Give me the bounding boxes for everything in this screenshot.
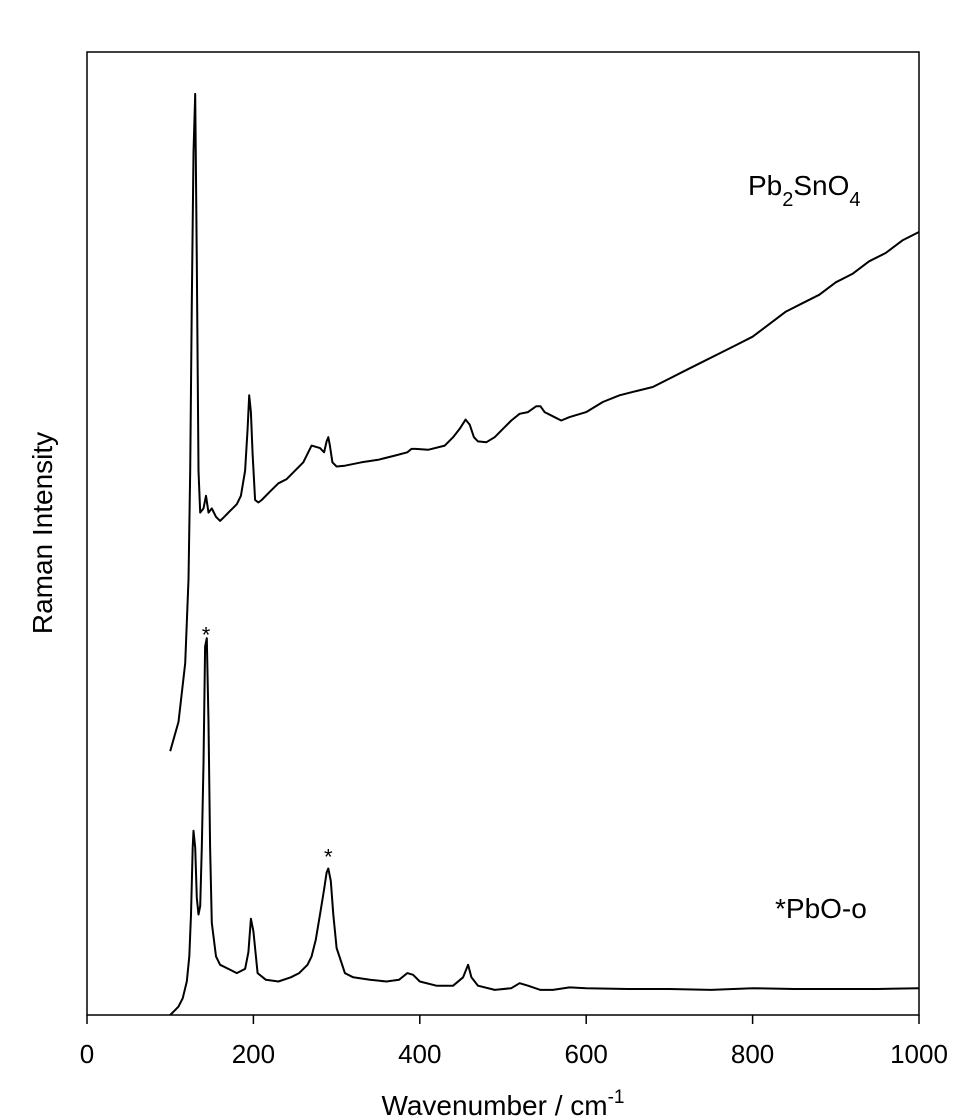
x-axis-ticks: 0 200 400 600 800 1000	[80, 1015, 948, 1069]
label-text: SnO	[793, 170, 849, 201]
series-line-pbo-o	[169, 637, 920, 1016]
series-label-pbo-o: *PbO-o	[775, 893, 867, 924]
x-axis-title-text: Wavenumber / cm	[381, 1090, 607, 1120]
series-lines	[169, 92, 920, 1016]
peak-asterisk: *	[324, 844, 333, 869]
label-subscript: 4	[849, 189, 860, 211]
label-subscript: 2	[782, 189, 793, 211]
label-text: Pb	[748, 170, 782, 201]
x-tick-label: 600	[565, 1039, 608, 1069]
peak-asterisk: *	[202, 623, 211, 648]
x-tick-label: 400	[398, 1039, 441, 1069]
x-tick-label: 1000	[890, 1039, 948, 1069]
series-line-pb2sno4	[169, 92, 920, 752]
x-axis-title: Wavenumber / cm-1	[381, 1087, 624, 1120]
x-tick-label: 800	[731, 1039, 774, 1069]
x-axis-title-superscript: -1	[608, 1087, 625, 1108]
x-tick-label: 200	[232, 1039, 275, 1069]
series-label-pb2sno4: Pb2SnO4	[748, 170, 861, 211]
y-axis-title: Raman Intensity	[27, 432, 58, 634]
peak-annotations: **	[202, 623, 333, 870]
x-tick-label: 0	[80, 1039, 94, 1069]
plot-area-frame	[86, 51, 920, 1016]
